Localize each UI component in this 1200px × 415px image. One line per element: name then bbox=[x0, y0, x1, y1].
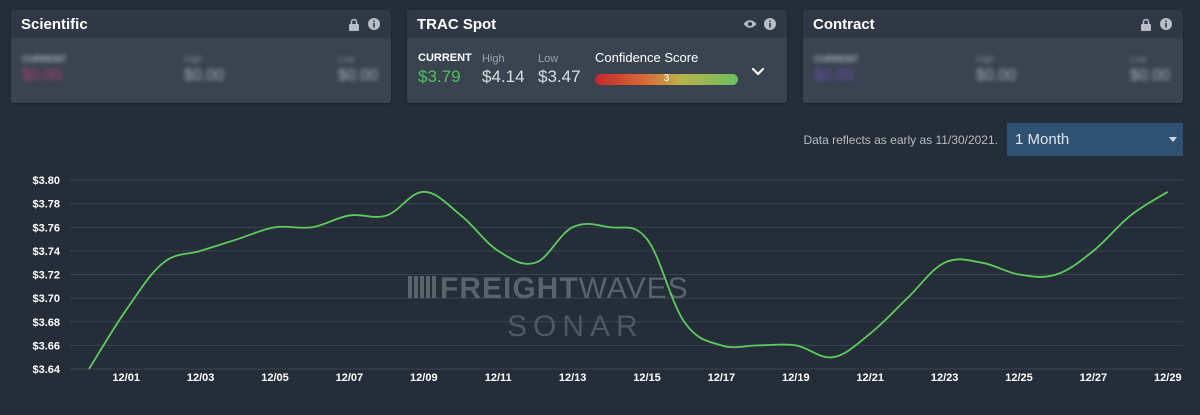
trac-spot-card-title: TRAC Spot bbox=[417, 15, 497, 33]
y-tick-label: $3.80 bbox=[32, 175, 60, 187]
contract-card-body: CURRENT $0.00 High $0.00 Low $0.00 bbox=[803, 38, 1183, 103]
x-tick-label: 12/19 bbox=[782, 372, 810, 384]
price-line-chart: FREIGHTWAVES SONAR $3.80$3.78$3.76$3.74$… bbox=[32, 175, 1183, 384]
contract-current-value: $0.00 bbox=[814, 67, 855, 84]
scientific-card-title: Scientific bbox=[21, 15, 88, 33]
trac-spot-card-header: TRAC Spot bbox=[407, 10, 787, 38]
lock-icon[interactable] bbox=[1139, 17, 1153, 31]
x-tick-label: 12/21 bbox=[856, 372, 884, 384]
y-tick-label: $3.70 bbox=[32, 293, 60, 305]
contract-card-header: Contract bbox=[803, 10, 1183, 38]
time-range-selected-value: 1 Month bbox=[1015, 131, 1070, 148]
x-tick-label: 12/25 bbox=[1005, 372, 1033, 384]
contract-high-label: High bbox=[976, 54, 995, 64]
x-tick-label: 12/01 bbox=[112, 372, 140, 384]
scientific-low-value: $0.00 bbox=[338, 67, 379, 84]
info-icon[interactable] bbox=[763, 17, 777, 31]
x-tick-label: 12/05 bbox=[261, 372, 289, 384]
scientific-card: Scientific CURRENT $0.00 High $0.00 Low … bbox=[11, 10, 391, 103]
scientific-high-label: High bbox=[184, 54, 203, 64]
x-tick-label: 12/23 bbox=[931, 372, 959, 384]
scientific-current-value: $0.00 bbox=[22, 67, 63, 84]
confidence-score-value: 3 bbox=[663, 73, 670, 84]
x-tick-label: 12/07 bbox=[336, 372, 364, 384]
watermark-freight: FREIGHT bbox=[440, 272, 579, 305]
spot-rate-line bbox=[88, 190, 1169, 370]
contract-card: Contract CURRENT $0.00 High $0.00 Low $0… bbox=[803, 10, 1183, 103]
caret-down-icon bbox=[1169, 137, 1177, 142]
y-tick-label: $3.72 bbox=[32, 270, 60, 282]
info-icon[interactable] bbox=[1159, 17, 1173, 31]
time-range-select[interactable]: 1 Month bbox=[1007, 123, 1183, 156]
y-tick-label: $3.66 bbox=[32, 340, 60, 352]
svg-text:FREIGHTWAVES: FREIGHTWAVES bbox=[440, 272, 689, 305]
watermark-waves: WAVES bbox=[579, 272, 689, 305]
sonar-watermark: FREIGHTWAVES SONAR bbox=[408, 272, 689, 343]
trac-current-value: $3.79 bbox=[418, 67, 461, 86]
x-tick-label: 12/27 bbox=[1080, 372, 1108, 384]
x-tick-label: 12/09 bbox=[410, 372, 438, 384]
watermark-sonar: SONAR bbox=[507, 310, 644, 343]
y-tick-label: $3.76 bbox=[32, 222, 60, 234]
trac-low-label: Low bbox=[538, 53, 559, 65]
contract-current-label: CURRENT bbox=[814, 54, 858, 64]
confidence-score-bar: 3 bbox=[595, 73, 738, 85]
info-icon[interactable] bbox=[367, 17, 381, 31]
x-tick-label: 12/11 bbox=[485, 372, 512, 384]
trac-high-value: $4.14 bbox=[482, 67, 525, 86]
contract-low-label: Low bbox=[1130, 54, 1147, 64]
y-tick-label: $3.64 bbox=[32, 364, 60, 376]
contract-low-value: $0.00 bbox=[1130, 67, 1171, 84]
y-tick-label: $3.78 bbox=[32, 199, 60, 211]
scientific-card-header: Scientific bbox=[11, 10, 391, 38]
chevron-down-icon[interactable] bbox=[749, 63, 767, 81]
scientific-high-value: $0.00 bbox=[184, 67, 225, 84]
x-axis-ticks: 12/01 12/03 12/05 12/07 12/09 12/11 12/13 12/15… bbox=[112, 372, 1181, 384]
y-tick-label: $3.74 bbox=[32, 246, 60, 258]
scientific-low-label: Low bbox=[338, 54, 355, 64]
x-tick-label: 12/15 bbox=[633, 372, 661, 384]
contract-high-value: $0.00 bbox=[976, 67, 1017, 84]
contract-card-title: Contract bbox=[813, 15, 875, 33]
trac-current-label: CURRENT bbox=[418, 52, 472, 64]
lock-icon[interactable] bbox=[347, 17, 361, 31]
x-tick-label: 12/17 bbox=[708, 372, 736, 384]
trac-high-label: High bbox=[482, 53, 505, 65]
data-range-note: Data reflects as early as 11/30/2021. bbox=[803, 133, 998, 147]
eye-icon[interactable] bbox=[743, 17, 757, 31]
x-tick-label: 12/03 bbox=[187, 372, 215, 384]
confidence-score-label: Confidence Score bbox=[595, 50, 699, 65]
trac-spot-card-body: CURRENT $3.79 High $4.14 Low $3.47 Confi… bbox=[407, 38, 787, 103]
trac-spot-card: TRAC Spot CURRENT $3.79 High $4.14 Low $… bbox=[407, 10, 787, 103]
scientific-card-body: CURRENT $0.00 High $0.00 Low $0.00 bbox=[11, 38, 391, 103]
y-tick-label: $3.68 bbox=[32, 317, 60, 329]
y-axis-ticks: $3.80 $3.78 $3.76 $3.74 $3.72 $3.70 $3.68 $3.66… bbox=[32, 175, 60, 376]
x-tick-label: 12/29 bbox=[1154, 372, 1182, 384]
chart-grid bbox=[70, 179, 1183, 370]
trac-low-value: $3.47 bbox=[538, 67, 581, 86]
scientific-current-label: CURRENT bbox=[22, 54, 66, 64]
x-tick-label: 12/13 bbox=[559, 372, 587, 384]
